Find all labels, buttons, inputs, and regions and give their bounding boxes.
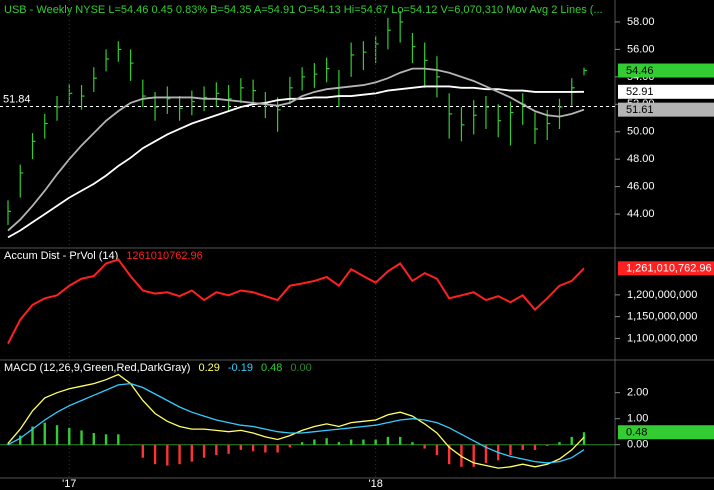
y-tick-label: 1,200,000,000 <box>627 289 697 301</box>
histogram-bar <box>447 444 451 465</box>
histogram-bar <box>288 444 292 448</box>
histogram-bar <box>533 444 537 450</box>
ad-last-value: 1261010762.96 <box>126 250 202 262</box>
histogram-bar <box>570 436 573 445</box>
signal-value: -0.19 <box>228 362 253 374</box>
moving-average-box <box>618 102 714 117</box>
histogram-bar <box>398 436 402 445</box>
series-line <box>7 67 585 232</box>
histogram-bar <box>215 444 218 456</box>
histogram-bar <box>80 430 83 445</box>
histogram-bar <box>31 426 34 445</box>
histogram-bar <box>582 432 586 445</box>
histogram-bar <box>117 434 120 445</box>
y-tick-label: 48.00 <box>627 153 655 165</box>
price-header: USB - Weekly NYSE L=54.46 0.45 0.83% B=5… <box>4 4 603 16</box>
histogram-bar <box>227 444 230 454</box>
y-tick-label: 46.00 <box>627 181 655 193</box>
macd-value: 0.29 <box>198 362 219 374</box>
histogram-bar <box>153 444 157 465</box>
histogram-bar <box>19 435 22 445</box>
y-tick-label: 44.00 <box>627 208 655 220</box>
series-line <box>7 382 585 464</box>
histogram-bar <box>178 444 181 465</box>
histogram-bar <box>472 444 475 467</box>
histogram-bar <box>337 442 341 445</box>
histogram-bar <box>300 442 304 445</box>
histogram-bar <box>190 444 194 462</box>
y-tick-label: 1,150,000,000 <box>627 311 697 323</box>
close-box <box>618 63 714 78</box>
histogram-bar <box>349 439 353 445</box>
histogram-bar <box>521 444 524 450</box>
histogram-bar <box>411 442 414 445</box>
reference-label: 51.84 <box>3 93 31 105</box>
histogram-bar <box>423 444 426 449</box>
y-tick-label: 0.00 <box>627 439 648 451</box>
histogram-value-label: 0.48 <box>626 427 647 439</box>
moving-average-box <box>618 84 714 99</box>
histogram-bar <box>104 434 108 445</box>
histogram-bar <box>166 444 169 466</box>
histogram-bar <box>484 444 488 463</box>
histogram-bar <box>92 433 95 445</box>
histogram-bar <box>546 444 549 447</box>
close-label: 54.46 <box>626 65 654 77</box>
histogram-bar <box>325 438 328 445</box>
histogram-bar <box>264 444 267 453</box>
histogram-bar <box>251 444 255 452</box>
ad-value-label: 1,261,010,762.96 <box>626 263 712 275</box>
x-tick-label: '18 <box>368 478 382 490</box>
moving-average-label: 52.91 <box>626 86 654 98</box>
y-tick-label: 58.00 <box>627 16 655 28</box>
histogram-bar <box>68 427 71 445</box>
y-tick-label: 50.00 <box>627 126 655 138</box>
zero-value: 0.00 <box>290 362 311 374</box>
ad-line <box>7 258 585 345</box>
histogram-bar <box>202 444 206 458</box>
ad-header: Accum Dist - PrVol (14) 1261010762.96 <box>4 250 203 262</box>
histogram-bar <box>129 444 132 446</box>
histogram-bar <box>435 444 439 456</box>
moving-average-label: 51.61 <box>626 104 654 116</box>
histogram-bar <box>239 444 243 450</box>
macd-title: MACD (12,26,9,Green,Red,DarkGray) <box>4 362 190 374</box>
x-tick-label: '17 <box>62 478 76 490</box>
ad-value-box <box>618 261 714 276</box>
y-tick-label: 2.00 <box>627 387 648 399</box>
y-tick-label: 1,100,000,000 <box>627 332 697 344</box>
histogram-bar <box>558 442 561 445</box>
y-tick-label: 56.00 <box>627 43 655 55</box>
macd-header: MACD (12,26,9,Green,Red,DarkGray) 0.29 -0.… <box>4 362 312 374</box>
y-tick-label: 1.00 <box>627 413 648 425</box>
histogram-bar <box>362 439 365 445</box>
histogram-bar <box>43 422 46 445</box>
histogram-bar <box>55 425 59 445</box>
histogram-value-box <box>618 425 714 440</box>
histogram-bar <box>141 444 145 458</box>
histogram-bar <box>509 444 512 456</box>
ad-title: Accum Dist - PrVol (14) <box>4 250 118 262</box>
histogram-bar <box>276 444 279 453</box>
histogram-bar <box>386 436 390 445</box>
histogram-bar <box>313 439 316 445</box>
histogram-bar <box>374 439 377 445</box>
histogram-value: 0.48 <box>261 362 282 374</box>
